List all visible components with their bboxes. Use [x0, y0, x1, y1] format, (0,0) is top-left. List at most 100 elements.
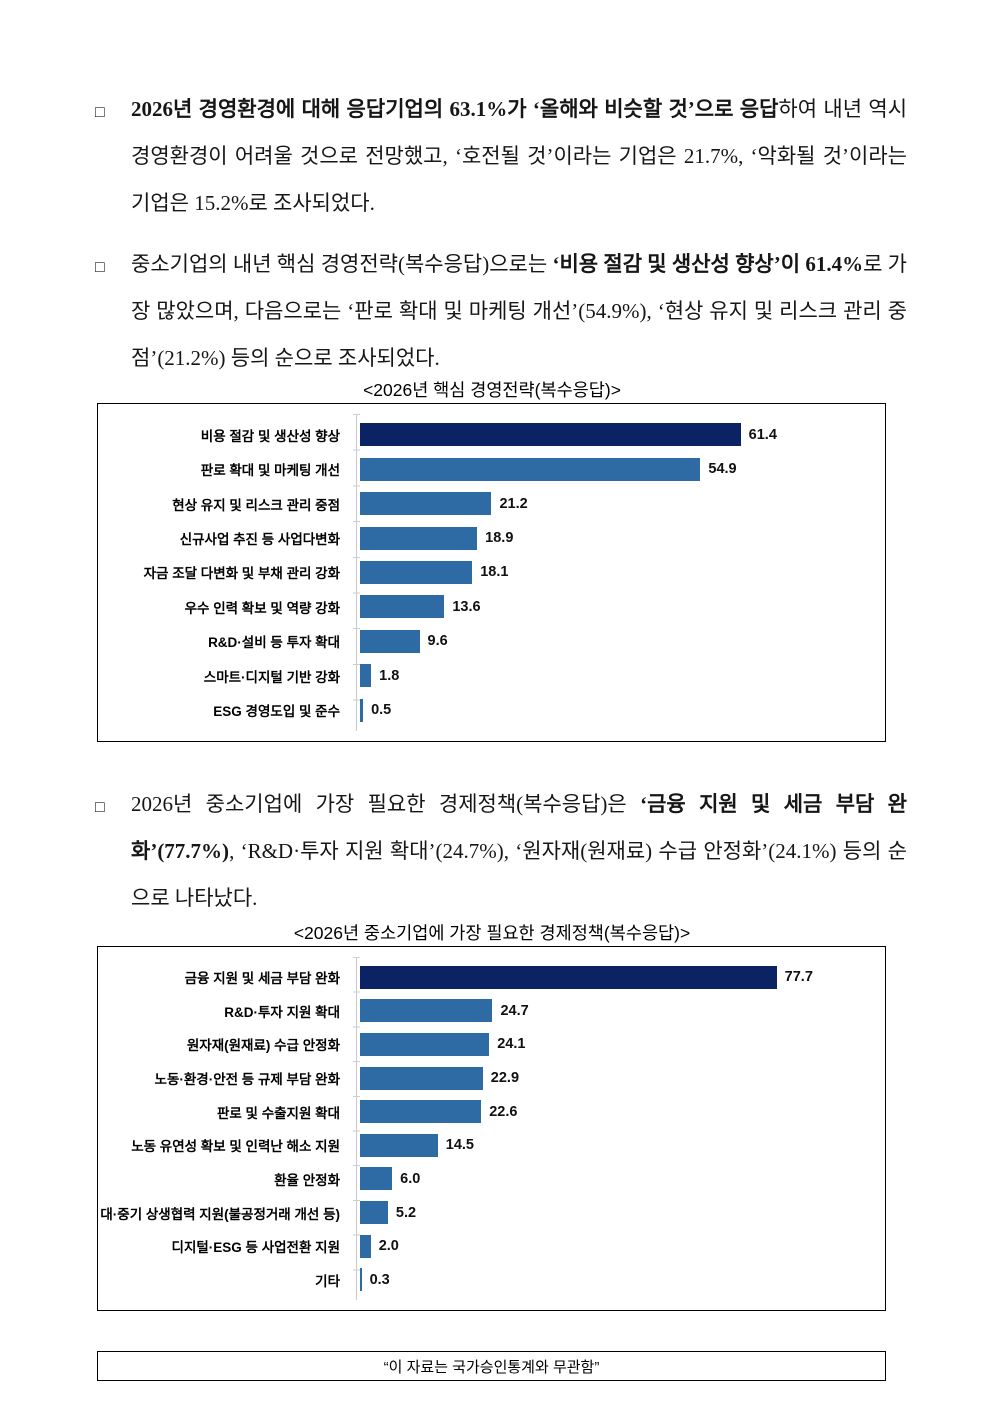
bar [360, 560, 473, 584]
bar-value-label: 18.9 [485, 530, 514, 547]
paragraph-segment: 중소기업의 내년 핵심 경영전략(복수응답)으로는 [131, 252, 553, 276]
chart-row: R&D·투자 지원 확대 24.7 [98, 999, 885, 1023]
bar-category-label: 노동 유연성 확보 및 인력난 해소 지원 [131, 1139, 340, 1155]
chart-row: 현상 유지 및 리스크 관리 중점 21.2 [98, 492, 885, 516]
bar-category-label: ESG 경영도입 및 준수 [213, 704, 340, 720]
chart-row: 우수 인력 확보 및 역량 강화 13.6 [98, 595, 885, 619]
bar-value-label: 0.3 [369, 1271, 390, 1288]
bar-plot-area: 22.6 [350, 1100, 885, 1124]
chart-row: 신규사업 추진 등 사업다변화 18.9 [98, 526, 885, 550]
bar-category-label: 신규사업 추진 등 사업다변화 [179, 532, 340, 548]
paragraph-text: 2026년 경영환경에 대해 응답기업의 63.1%가 ‘올해와 비슷할 것’으… [131, 86, 907, 227]
chart-row: 노동 유연성 확보 및 인력난 해소 지원 14.5 [98, 1133, 885, 1157]
bar [360, 423, 741, 447]
bar-category-label: 원자재(원재료) 수급 안정화 [186, 1038, 340, 1054]
chart-row: 비용 절감 및 생산성 향상 61.4 [98, 423, 885, 447]
bar [360, 1066, 483, 1090]
bar-category-label: 환율 안정화 [274, 1172, 340, 1188]
bar-category-label: 판로 확대 및 마케팅 개선 [200, 463, 340, 479]
chart-core-strategy: 비용 절감 및 생산성 향상 61.4 판로 확대 및 마케팅 개선 54.9 현상 유… [97, 403, 886, 742]
bar-value-label: 0.5 [371, 702, 392, 719]
bullet-paragraph-needed-policy: □ 2026년 중소기업에 가장 필요한 경제정책(복수응답)은 ‘금융 지원 … [95, 781, 907, 922]
bar [360, 1167, 393, 1191]
bar-category-label: 판로 및 수출지원 확대 [216, 1105, 340, 1121]
bar-plot-area: 13.6 [350, 595, 885, 619]
bullet-paragraph-core-strategy: □ 중소기업의 내년 핵심 경영전략(복수응답)으로는 ‘비용 절감 및 생산성… [95, 241, 907, 382]
paragraph-segment: 로 가장 많았으며, 다음으로는 ‘판로 확대 및 마케팅 개선’(54.9%)… [131, 252, 907, 370]
bar-category-label: 노동·환경·안전 등 규제 부담 완화 [154, 1072, 340, 1087]
bar [360, 698, 364, 722]
checkbox-bullet: □ [95, 799, 105, 816]
bar-value-label: 14.5 [445, 1137, 474, 1154]
bar-plot-area: 18.9 [350, 526, 885, 550]
bar [360, 492, 492, 516]
chart-rows: 금융 지원 및 세금 부담 완화 77.7 R&D·투자 지원 확대 24.7 원자재(… [98, 947, 885, 1310]
bar-plot-area: 6.0 [350, 1167, 885, 1191]
bar-category-label: 스마트·디지털 기반 강화 [203, 669, 340, 685]
bar [360, 965, 777, 989]
chart-needed-policy: 금융 지원 및 세금 부담 완화 77.7 R&D·투자 지원 확대 24.7 원자재(… [97, 946, 886, 1311]
bar [360, 1133, 438, 1157]
chart-row: 자금 조달 다변화 및 부채 관리 강화 18.1 [98, 560, 885, 584]
chart-title: <2026년 핵심 경영전략(복수응답)> [363, 380, 621, 400]
disclaimer-text: “이 자료는 국가승인통계와 무관함” [383, 1358, 600, 1376]
bar-plot-area: 0.3 [350, 1268, 885, 1292]
bar-value-label: 21.2 [499, 495, 528, 512]
bullet-paragraph-business-outlook: □ 2026년 경영환경에 대해 응답기업의 63.1%가 ‘올해와 비슷할 것… [95, 86, 907, 227]
bar-value-label: 22.9 [490, 1070, 520, 1086]
bar-plot-area: 5.2 [350, 1201, 885, 1224]
bar-category-label: 우수 인력 확보 및 역량 강화 [184, 600, 340, 616]
bar-value-label: 22.6 [489, 1103, 518, 1120]
bar-value-label: 77.7 [784, 969, 813, 986]
bar-value-label: 5.2 [395, 1204, 417, 1221]
bar-category-label: 기타 [315, 1273, 340, 1289]
paragraph-segment: 2026년 중소기업에 가장 필요한 경제정책(복수응답)은 [131, 792, 641, 816]
bar [360, 1100, 482, 1124]
bar-category-label: R&D·설비 등 투자 확대 [208, 635, 340, 651]
bar-value-label: 18.1 [480, 564, 509, 581]
bar-value-label: 1.8 [379, 667, 400, 684]
checkbox-bullet: □ [95, 259, 105, 276]
bar-plot-area: 77.7 [350, 965, 885, 989]
chart-row: 원자재(원재료) 수급 안정화 24.1 [98, 1032, 885, 1056]
paragraph-segment: ‘금융 지원 및 세금 부담 완화’(77.7%) [131, 792, 907, 863]
bar-value-label: 2.0 [378, 1238, 399, 1255]
chart-row: R&D·설비 등 투자 확대 9.6 [98, 629, 885, 653]
paragraph-segment: 2026년 경영환경에 대해 응답기업의 63.1%가 ‘올해와 비슷할 것’으… [131, 97, 779, 121]
bar [360, 595, 445, 619]
bar-plot-area: 14.5 [350, 1133, 885, 1157]
bar [360, 629, 420, 653]
bar-category-label: 금융 지원 및 세금 부담 완화 [184, 971, 340, 987]
axis-ticks [353, 414, 360, 731]
chart-row: 판로 및 수출지원 확대 22.6 [98, 1100, 885, 1124]
bar-plot-area: 24.7 [350, 999, 885, 1023]
bar [360, 664, 372, 688]
chart-row: 노동·환경·안전 등 규제 부담 완화 22.9 [98, 1066, 885, 1090]
bar [360, 999, 493, 1023]
bar [360, 526, 478, 550]
axis-ticks [353, 957, 360, 1300]
disclaimer-box: “이 자료는 국가승인통계와 무관함” [97, 1351, 886, 1381]
bar-category-label: 디지털·ESG 등 사업전환 지원 [171, 1240, 340, 1256]
bar [360, 457, 701, 481]
paragraph-segment: , ‘R&D·투자 지원 확대’(24.7%), ‘원자재(원재료) 수급 안정… [131, 839, 907, 910]
bar-plot-area: 21.2 [350, 492, 885, 516]
bar [360, 1201, 388, 1224]
chart-rows: 비용 절감 및 생산성 향상 61.4 판로 확대 및 마케팅 개선 54.9 현상 유… [98, 404, 885, 741]
paragraph-text: 2026년 중소기업에 가장 필요한 경제정책(복수응답)은 ‘금융 지원 및 … [131, 781, 907, 922]
bar-value-label: 9.6 [427, 633, 448, 650]
bar-plot-area: 18.1 [350, 560, 885, 584]
bar-plot-area: 24.1 [350, 1032, 885, 1056]
chart-title: <2026년 중소기업에 가장 필요한 경제정책(복수응답)> [293, 923, 691, 943]
bar-value-label: 54.9 [708, 461, 737, 478]
bar-plot-area: 61.4 [350, 423, 885, 447]
paragraph-text: 중소기업의 내년 핵심 경영전략(복수응답)으로는 ‘비용 절감 및 생산성 향… [131, 241, 907, 382]
bar-plot-area: 54.9 [350, 457, 885, 481]
bar-plot-area: 22.9 [350, 1066, 885, 1090]
bar-plot-area: 0.5 [350, 698, 885, 722]
bar-category-label: 대·중기 상생협력 지원(불공정거래 개선 등) [100, 1206, 340, 1222]
bar-value-label: 61.4 [748, 426, 777, 443]
bar-category-label: R&D·투자 지원 확대 [224, 1004, 340, 1020]
bar-value-label: 13.6 [452, 598, 481, 615]
